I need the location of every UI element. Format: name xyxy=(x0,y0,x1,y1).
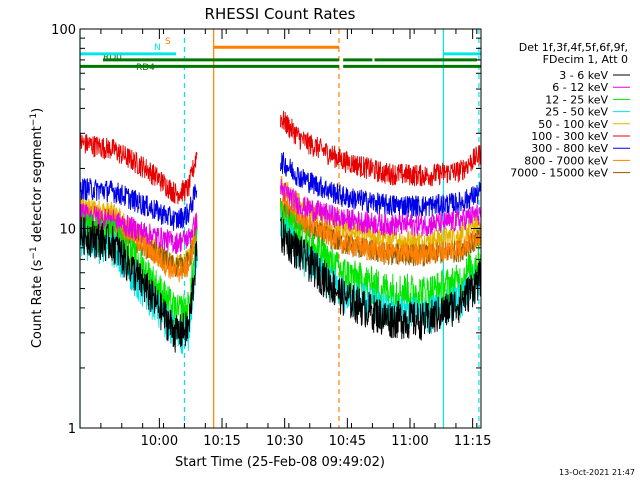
data-series xyxy=(79,110,482,354)
legend-entry-label: 12 - 25 keV xyxy=(545,93,608,106)
axes: 1 10 100 10:00 10:15 10:30 10:45 11:00 11:15 xyxy=(51,23,491,449)
flag-label-n: N xyxy=(154,43,161,53)
x-tick-label: 10:45 xyxy=(329,434,366,449)
x-tick-label: 11:00 xyxy=(391,434,428,449)
legend-entry-label: 3 - 6 keV xyxy=(559,69,608,82)
instrument-flags: N S RD0 RD4 xyxy=(80,37,481,73)
legend-entry-label: 50 - 100 keV xyxy=(538,118,608,131)
series-line xyxy=(280,110,482,187)
x-tick-label: 10:15 xyxy=(203,434,240,449)
y-tick-label: 10 xyxy=(59,223,76,238)
legend-header-line-1: Det 1f,3f,4f,5f,6f,9f, xyxy=(519,41,628,54)
legend-entry-label: 300 - 800 keV xyxy=(531,142,608,155)
y-tick-label: 100 xyxy=(51,23,76,38)
legend-header-line-2: FDecim 1, Att 0 xyxy=(543,53,628,66)
legend-entry-label: 800 - 7000 keV xyxy=(524,154,608,167)
series-line xyxy=(280,192,482,265)
flag-label-s: S xyxy=(165,37,171,47)
legend-entry-label: 100 - 300 keV xyxy=(531,130,608,143)
flag-label-rd4: RD4 xyxy=(136,63,155,73)
x-tick-label: 10:30 xyxy=(266,434,303,449)
series-line xyxy=(79,217,198,353)
series-line xyxy=(280,217,482,341)
svg-text:Count Rate (s−1 detector segme: Count Rate (s−1 detector segment−1) xyxy=(29,108,45,348)
y-tick-label: 1 xyxy=(68,422,76,437)
legend-entry-label: 7000 - 15000 keV xyxy=(510,167,608,180)
y-axis-label: Count Rate (s−1 detector segment−1) xyxy=(29,108,45,348)
x-tick-label: 10:00 xyxy=(141,434,178,449)
chart-title: RHESSI Count Rates xyxy=(205,5,356,23)
flag-label-rd0: RD0 xyxy=(103,53,122,63)
series-line xyxy=(79,202,198,255)
legend-entry-label: 25 - 50 keV xyxy=(545,106,608,119)
series-line xyxy=(79,133,198,205)
series-line xyxy=(79,178,198,231)
footer-timestamp: 13-Oct-2021 21:47 xyxy=(559,468,635,477)
x-axis-label: Start Time (25-Feb-08 09:49:02) xyxy=(175,455,385,470)
x-tick-label: 11:15 xyxy=(454,434,491,449)
legend: Det 1f,3f,4f,5f,6f,9f, FDecim 1, Att 0 3… xyxy=(510,41,630,180)
series-line xyxy=(280,178,482,237)
legend-entry-label: 6 - 12 keV xyxy=(552,81,608,94)
